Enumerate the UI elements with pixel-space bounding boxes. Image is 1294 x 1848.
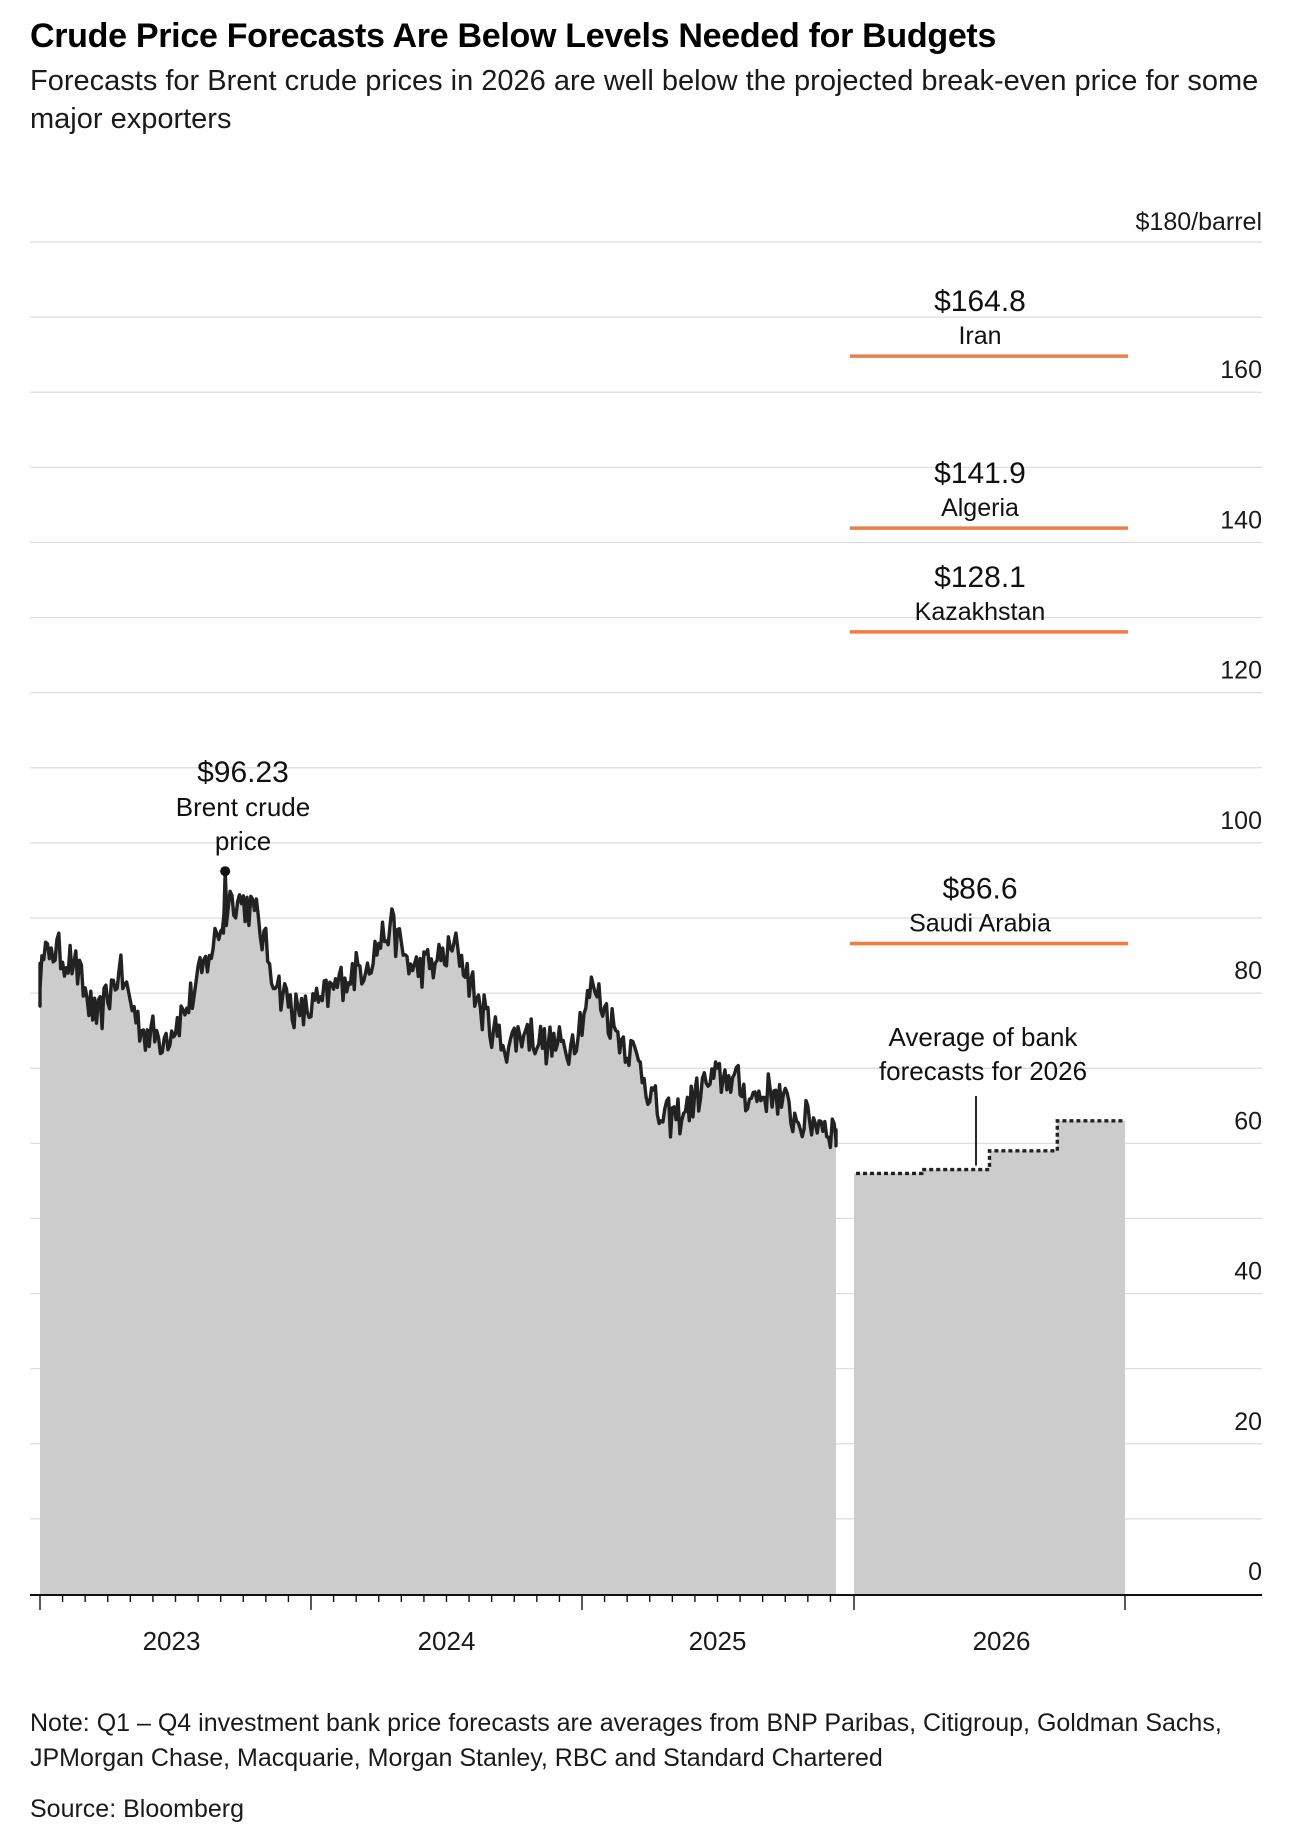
breakeven-country-label: Iran <box>958 322 1001 350</box>
y-tick-label: 160 <box>1220 356 1262 384</box>
breakeven-country-label: Saudi Arabia <box>909 910 1051 938</box>
price-lines <box>38 869 1125 1176</box>
y-tick-label: 100 <box>1220 807 1262 835</box>
breakeven-lines: $164.8 Iran $141.9 Algeria $128.1 Kazakhstan $… <box>850 285 1128 946</box>
y-axis: 0 20 40 60 80 100 120 140 160 $180/barrel <box>1136 208 1262 1586</box>
x-tick-label: 2023 <box>143 1626 201 1656</box>
chart-subtitle: Forecasts for Brent crude prices in 2026… <box>30 65 1259 135</box>
y-tick-label: 20 <box>1234 1408 1262 1436</box>
x-axis: 2023 2024 2025 2026 <box>30 1594 1262 1656</box>
y-tick-label: 0 <box>1248 1558 1262 1586</box>
price-areas <box>40 871 1125 1594</box>
x-tick-label: 2025 <box>689 1626 747 1656</box>
y-tick-label: 140 <box>1220 506 1262 534</box>
peak-series-label: price <box>215 826 271 856</box>
y-tick-label: 80 <box>1234 957 1262 985</box>
breakeven-country-label: Kazakhstan <box>915 598 1046 626</box>
x-tick-label: 2024 <box>418 1626 476 1656</box>
brent-price-line <box>38 869 838 1150</box>
x-tick-label: 2026 <box>973 1626 1031 1656</box>
forecast-line <box>856 1119 1125 1176</box>
y-tick-label: 120 <box>1220 657 1262 685</box>
forecast-area <box>854 1120 1125 1594</box>
breakeven-country-label: Algeria <box>941 494 1019 522</box>
peak-series-label: Brent crude <box>176 792 310 822</box>
y-tick-label: 40 <box>1234 1258 1262 1286</box>
chart-source: Source: Bloomberg <box>30 1795 245 1823</box>
y-tick-label: $180/barrel <box>1136 208 1262 236</box>
breakeven-value-label: $164.8 <box>934 285 1026 318</box>
chart-title: Crude Price Forecasts Are Below Levels N… <box>30 17 997 55</box>
peak-marker <box>220 866 231 877</box>
peak-value-label: $96.23 <box>197 756 289 789</box>
breakeven-value-label: $141.9 <box>934 457 1026 490</box>
forecast-annotation-label: forecasts for 2026 <box>879 1056 1087 1086</box>
breakeven-value-label: $86.6 <box>942 873 1017 906</box>
forecast-annotation-label: Average of bank <box>889 1022 1079 1052</box>
breakeven-value-label: $128.1 <box>934 561 1026 594</box>
y-tick-label: 60 <box>1234 1107 1262 1135</box>
chart-note: Note: Q1 – Q4 investment bank price fore… <box>30 1709 1222 1772</box>
brent-price-area <box>40 871 836 1594</box>
chart: $164.8 Iran $141.9 Algeria $128.1 Kazakhstan $… <box>30 208 1262 1656</box>
